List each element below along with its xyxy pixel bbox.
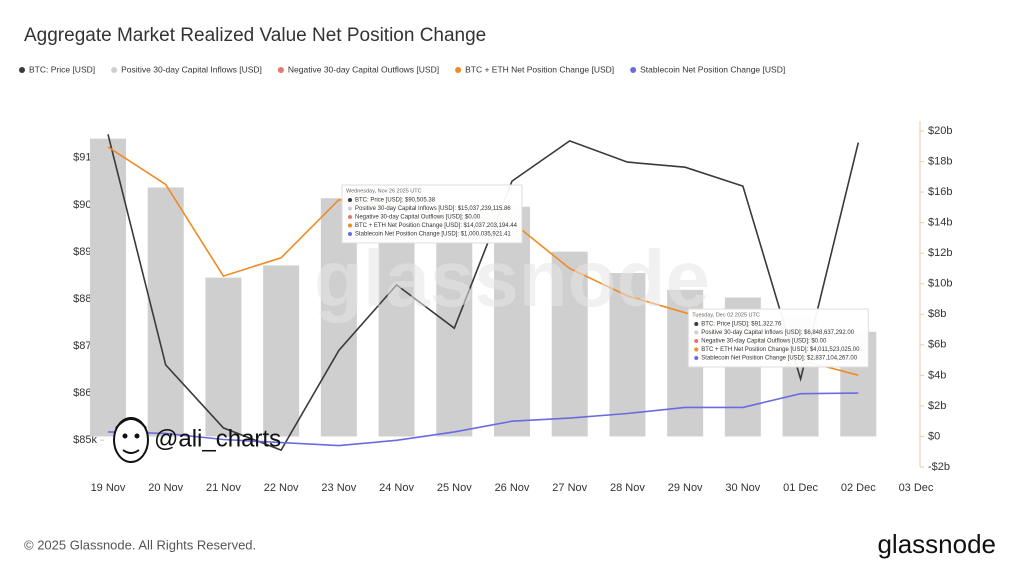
y2-tick-label: $18b xyxy=(928,155,952,167)
tooltip-dot xyxy=(694,356,699,360)
tooltip-line: BTC: Price [USD]: $91,322.76 xyxy=(701,322,782,328)
bar xyxy=(378,207,415,437)
tooltip-line: Negative 30-day Capital Outflows [USD]: … xyxy=(355,215,481,221)
x-tick-label: 29 Nov xyxy=(668,482,703,494)
tooltip-box xyxy=(687,308,869,368)
tooltip-dot xyxy=(694,339,699,343)
x-tick-label: 30 Nov xyxy=(725,482,760,494)
x-tick-label: 21 Nov xyxy=(206,482,241,494)
x-tick-label: 20 Nov xyxy=(148,482,183,494)
author-handle: @ali_charts xyxy=(154,425,281,452)
y2-tick-label: $2b xyxy=(928,400,946,412)
x-tick-label: 03 Dec xyxy=(899,482,934,494)
x-tick-label: 27 Nov xyxy=(552,482,587,494)
x-tick-label: 23 Nov xyxy=(321,482,356,494)
y2-tick-label: $16b xyxy=(928,186,952,198)
bar xyxy=(90,138,126,437)
tooltip-dot xyxy=(348,198,352,202)
y2-tick-label: $10b xyxy=(928,278,952,290)
line xyxy=(107,392,859,447)
bar xyxy=(609,273,646,437)
tooltip-dot xyxy=(348,215,352,219)
legend-label: BTC: Price [USD] xyxy=(29,64,95,74)
tooltip-header: Wednesday, Nov 26 2025 UTC xyxy=(346,188,422,194)
x-tick-label: 24 Nov xyxy=(379,482,414,494)
tooltip-line: Positive 30-day Capital Inflows [USD]: $… xyxy=(701,330,854,336)
legend-label: Positive 30-day Capital Inflows [USD] xyxy=(121,64,262,74)
legend: BTC: Price [USD] Positive 30-day Capital … xyxy=(19,64,785,74)
x-tick-label: 22 Nov xyxy=(264,482,299,494)
y-tick-label: $85k xyxy=(73,434,97,446)
x-tick-label: 25 Nov xyxy=(437,482,472,494)
x-tick-label: 02 Dec xyxy=(841,482,876,494)
tooltip-dot xyxy=(694,347,699,352)
y2-tick-label: $14b xyxy=(928,217,952,229)
y2-tick-label: -$2b xyxy=(928,461,950,473)
tooltip-dot xyxy=(348,223,352,228)
legend-dot xyxy=(630,67,637,73)
tooltip-header: Tuesday, Dec 02 2025 UTC xyxy=(692,312,760,318)
tooltip-line: Stablecoin Net Position Change [USD]: $1… xyxy=(355,232,511,238)
legend-label: Stablecoin Net Position Change [USD] xyxy=(640,64,785,74)
chart-title: Aggregate Market Realized Value Net Posi… xyxy=(24,25,486,46)
bar xyxy=(147,187,184,437)
tooltips: Wednesday, Nov 26 2025 UTC BTC: Price [US… xyxy=(341,184,869,368)
tooltip-dot xyxy=(694,322,699,326)
tooltip: Tuesday, Dec 02 2025 UTC BTC: Price [USD]… xyxy=(687,308,869,368)
tooltip-line: BTC + ETH Net Position Change [USD]: $14… xyxy=(355,223,518,229)
y2-tick-label: $8b xyxy=(928,308,946,320)
bar xyxy=(205,277,242,437)
line xyxy=(107,134,860,452)
y2-tick-label: $20b xyxy=(928,125,952,137)
tooltip-dot xyxy=(694,330,699,335)
y-tick-label: $89k xyxy=(73,246,97,258)
tooltip-line: Positive 30-day Capital Inflows [USD]: $… xyxy=(355,206,511,212)
y2-tick-label: $6b xyxy=(928,339,946,351)
plot: $85k$86k$87k$88k$89k$90k$91k-$2b$0$2b$4b… xyxy=(73,121,952,494)
author-avatar xyxy=(113,417,149,463)
legend-label: Negative 30-day Capital Outflows [USD] xyxy=(288,64,439,74)
legend-dot xyxy=(277,67,284,73)
x-tick-label: 01 Dec xyxy=(783,482,818,494)
logo: glassnode xyxy=(877,529,996,559)
tooltip-line: Stablecoin Net Position Change [USD]: $2… xyxy=(701,356,857,362)
bar xyxy=(494,206,530,437)
legend-label: BTC + ETH Net Position Change [USD] xyxy=(465,64,614,74)
legend-dot xyxy=(111,67,118,73)
y2-tick-label: $0 xyxy=(928,430,940,442)
watermark: glassnode xyxy=(314,234,710,323)
legend-dot xyxy=(19,67,25,73)
bar xyxy=(551,251,588,437)
tooltip-line: BTC: Price [USD]: $90,505.38 xyxy=(355,198,436,204)
tooltip-line: BTC + ETH Net Position Change [USD]: $4,… xyxy=(701,347,860,353)
x-tick-label: 26 Nov xyxy=(495,482,530,494)
x-tick-label: 28 Nov xyxy=(610,482,645,494)
tooltip-line: Negative 30-day Capital Outflows [USD]: … xyxy=(701,339,827,345)
legend-dot xyxy=(455,67,462,73)
tooltip-dot xyxy=(348,232,352,236)
tooltip-dot xyxy=(348,206,352,211)
bar xyxy=(263,265,300,437)
y2-tick-label: $12b xyxy=(928,247,952,259)
tooltip-box xyxy=(341,184,523,244)
y2-tick-label: $4b xyxy=(928,369,946,381)
tooltip: Wednesday, Nov 26 2025 UTC BTC: Price [US… xyxy=(341,184,523,244)
copyright: © 2025 Glassnode. All Rights Reserved. xyxy=(24,537,256,552)
x-tick-label: 19 Nov xyxy=(91,482,126,494)
